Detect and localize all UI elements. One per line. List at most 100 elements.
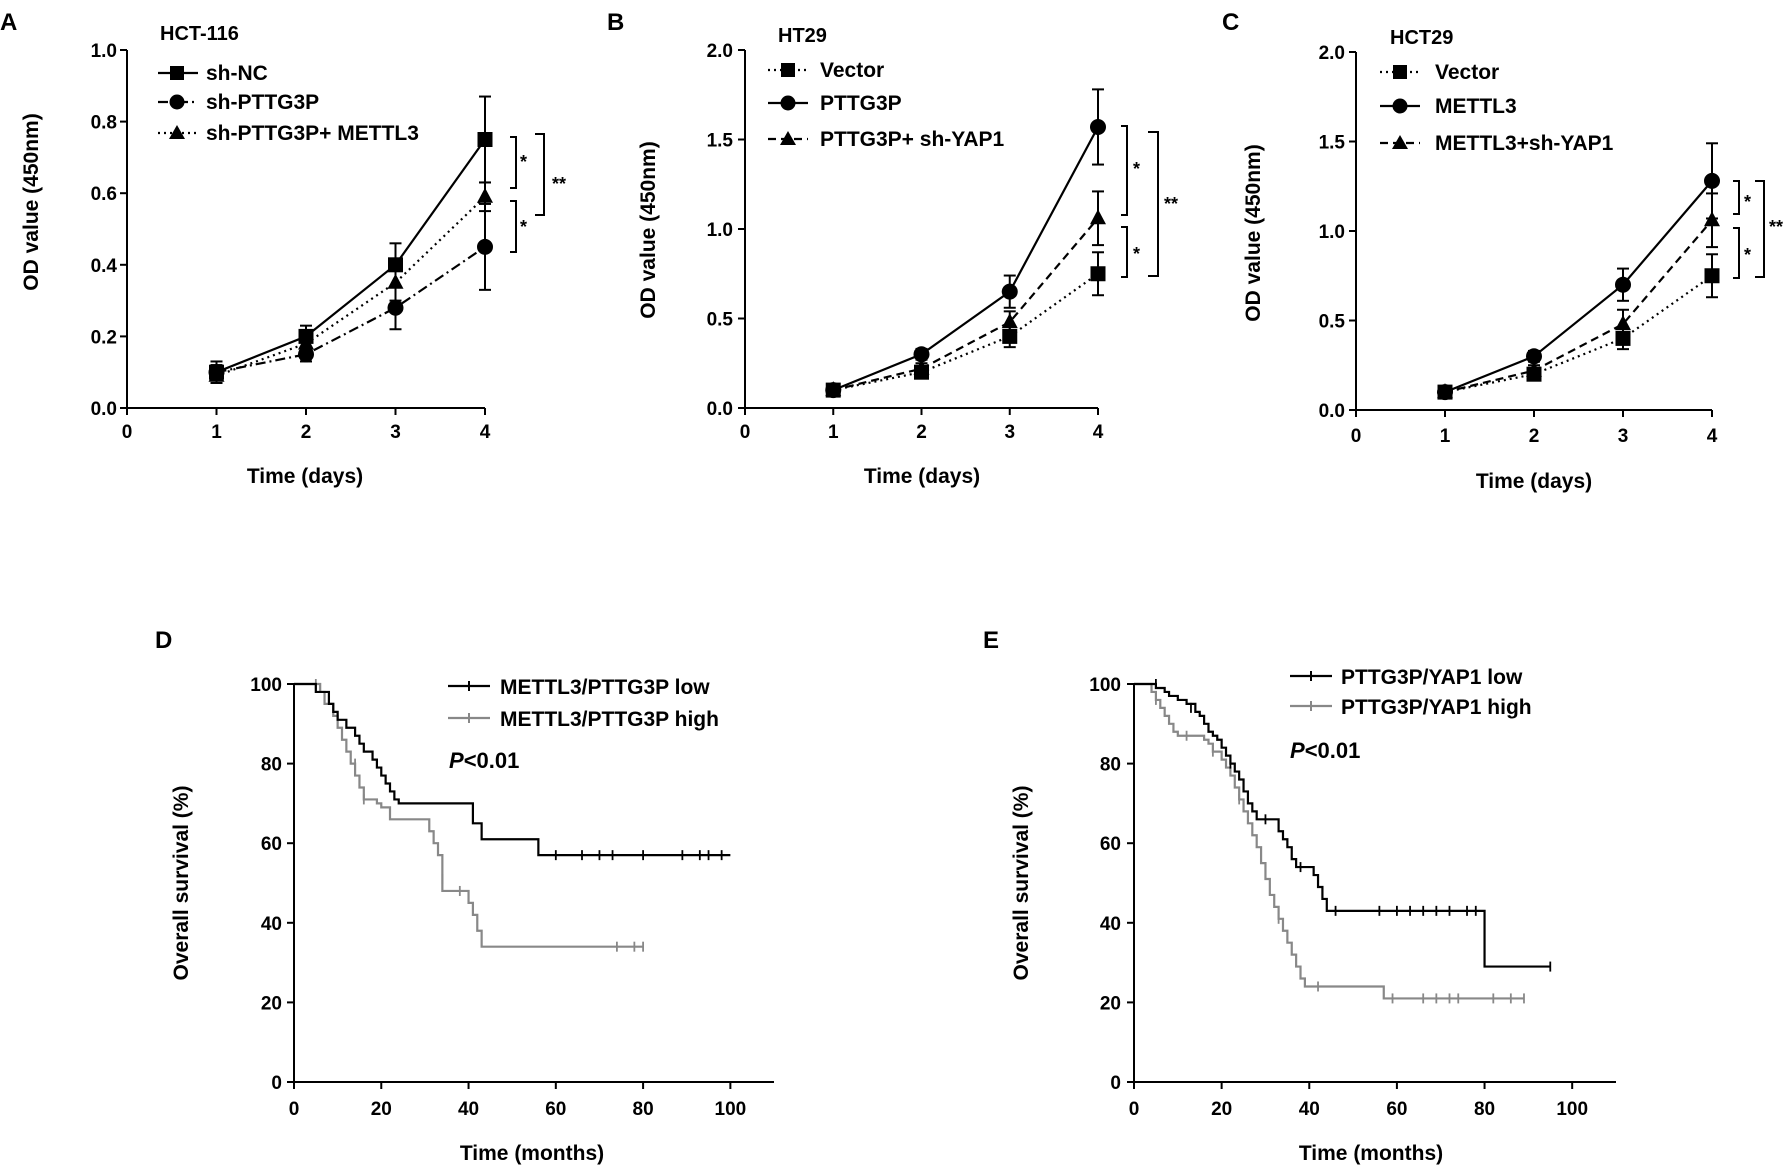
panel-d-xlabel: Time (months) xyxy=(460,1142,604,1165)
legend-c-vector: Vector xyxy=(1435,61,1499,84)
data-point xyxy=(1090,118,1106,135)
y-tick-label-a: 1.0 xyxy=(91,41,117,62)
y-tick-label-c: 1.5 xyxy=(1319,133,1346,154)
km-curve-d-low xyxy=(294,682,731,861)
panel-e-legend: PTTG3P/YAP1 low PTTG3P/YAP1 high xyxy=(1290,666,1532,719)
series-line xyxy=(1444,274,1713,394)
panel-label-c: C xyxy=(1222,9,1239,36)
sig-a-2: * xyxy=(520,217,527,237)
y-tick-label-e: 80 xyxy=(1100,755,1121,776)
panel-d-ylabel: Overall survival (%) xyxy=(170,786,193,981)
sig-a-1: * xyxy=(520,152,527,172)
series-c-2 xyxy=(1437,142,1720,401)
x-tick-label-d: 40 xyxy=(458,1099,479,1120)
y-tick-label-b: 1.5 xyxy=(707,131,734,152)
data-point xyxy=(1090,266,1106,282)
x-tick-label-a: 4 xyxy=(480,422,491,443)
km-step-line xyxy=(294,682,644,948)
y-tick-label-a: 0.2 xyxy=(91,327,117,348)
panel-d-legend: METTL3/PTTG3P low METTL3/PTTG3P high xyxy=(448,676,719,731)
x-tick-label-a: 1 xyxy=(211,422,222,443)
data-point xyxy=(913,359,930,375)
legend-a-sh-pttg3p-mettl3: sh-PTTG3P+ METTL3 xyxy=(206,122,419,145)
y-tick-label-b: 0.0 xyxy=(707,399,733,420)
data-point xyxy=(1615,315,1631,331)
panel-a-plot: 0.0 0.2 0.4 0.6 0.8 1.0 0 1 2 3 4 xyxy=(91,41,493,443)
km-step-line xyxy=(294,682,731,857)
legend-d-low: METTL3/PTTG3P low xyxy=(500,676,710,699)
series-line xyxy=(832,126,1099,392)
sig-c-2: * xyxy=(1744,245,1751,265)
series-b-3 xyxy=(825,190,1106,397)
panel-e-p-value: P<0.01 xyxy=(1290,738,1360,763)
panel-e-plot: 0 20 40 60 80 100 0 20 40 60 80 100 xyxy=(1089,675,1616,1120)
y-tick-label-e: 20 xyxy=(1100,993,1121,1014)
legend-c-mettl3: METTL3 xyxy=(1435,95,1517,118)
legend-e-low: PTTG3P/YAP1 low xyxy=(1341,666,1523,689)
panel-c-plot: 0.0 0.5 1.0 1.5 2.0 0 1 2 3 4 xyxy=(1319,43,1720,447)
x-tick-label-d: 0 xyxy=(289,1099,300,1120)
km-step-line xyxy=(1134,682,1551,968)
legend-d-high: METTL3/PTTG3P high xyxy=(500,708,719,731)
y-tick-label-c: 0.5 xyxy=(1319,312,1346,333)
km-curve-e-low xyxy=(1134,679,1552,972)
panel-a-legend: sh-NC sh-PTTG3P sh-PTTG3P+ METTL3 xyxy=(158,62,419,145)
y-tick-label-e: 60 xyxy=(1100,834,1121,855)
data-point xyxy=(387,299,404,316)
panel-b-plot: 0.0 0.5 1.0 1.5 2.0 0 1 2 3 4 xyxy=(707,41,1106,443)
legend-b-pttg3p: PTTG3P xyxy=(820,92,902,115)
x-tick-label-a: 0 xyxy=(122,422,133,443)
panel-c-ylabel: OD value (450nm) xyxy=(1242,144,1265,321)
x-tick-label-a: 3 xyxy=(390,422,401,443)
panel-label-b: B xyxy=(607,9,624,36)
x-tick-label-c: 4 xyxy=(1707,426,1718,447)
data-point xyxy=(477,132,493,147)
x-tick-label-c: 1 xyxy=(1440,426,1451,447)
sig-c-1: * xyxy=(1744,192,1751,212)
series-line xyxy=(833,272,1099,392)
x-tick-label-e: 20 xyxy=(1211,1099,1232,1120)
sig-b-1: * xyxy=(1133,159,1140,179)
x-tick-label-e: 40 xyxy=(1299,1099,1320,1120)
panel-label-e: E xyxy=(983,627,999,654)
x-tick-label-c: 2 xyxy=(1529,426,1540,447)
panel-a-xlabel: Time (days) xyxy=(247,465,363,488)
x-tick-label-b: 0 xyxy=(740,422,751,443)
panel-a: A HCT-116 OD value (450nm) Time (days) s… xyxy=(0,9,566,488)
panel-a-ylabel: OD value (450nm) xyxy=(20,113,43,290)
series-c-3 xyxy=(1437,192,1720,399)
x-tick-label-a: 2 xyxy=(301,422,312,443)
x-tick-label-b: 3 xyxy=(1004,422,1015,443)
data-point xyxy=(1615,276,1631,293)
data-point xyxy=(1526,361,1542,377)
data-point xyxy=(1526,348,1542,365)
data-point xyxy=(1704,172,1720,189)
x-tick-label-e: 60 xyxy=(1386,1099,1407,1120)
y-tick-label-b: 0.5 xyxy=(707,310,734,331)
y-tick-label-a: 0.0 xyxy=(91,399,117,420)
y-tick-label-a: 0.8 xyxy=(91,113,117,134)
y-tick-label-b: 2.0 xyxy=(707,41,733,62)
series-line xyxy=(1444,180,1713,394)
series-a-2 xyxy=(208,202,493,381)
y-tick-label-d: 80 xyxy=(261,755,282,776)
y-tick-label-e: 0 xyxy=(1110,1073,1121,1094)
panel-b-significance: * * ** xyxy=(1121,125,1178,278)
x-tick-label-e: 100 xyxy=(1556,1099,1588,1120)
panel-c-xlabel: Time (days) xyxy=(1476,470,1592,493)
y-tick-label-d: 0 xyxy=(271,1073,282,1094)
y-tick-label-a: 0.4 xyxy=(91,256,118,277)
x-tick-label-e: 80 xyxy=(1474,1099,1495,1120)
series-line xyxy=(216,138,486,374)
x-tick-label-d: 100 xyxy=(715,1099,747,1120)
data-point xyxy=(1001,283,1018,300)
y-tick-label-d: 20 xyxy=(261,993,282,1014)
y-tick-label-e: 100 xyxy=(1089,675,1121,696)
panel-c-legend: Vector METTL3 METTL3+sh-YAP1 xyxy=(1380,61,1614,155)
y-tick-label-d: 100 xyxy=(250,675,282,696)
panel-label-d: D xyxy=(155,627,172,654)
panel-d: D Overall survival (%) Time (months) MET… xyxy=(155,627,774,1165)
y-tick-label-c: 0.0 xyxy=(1319,401,1345,422)
y-tick-label-c: 1.0 xyxy=(1319,222,1345,243)
